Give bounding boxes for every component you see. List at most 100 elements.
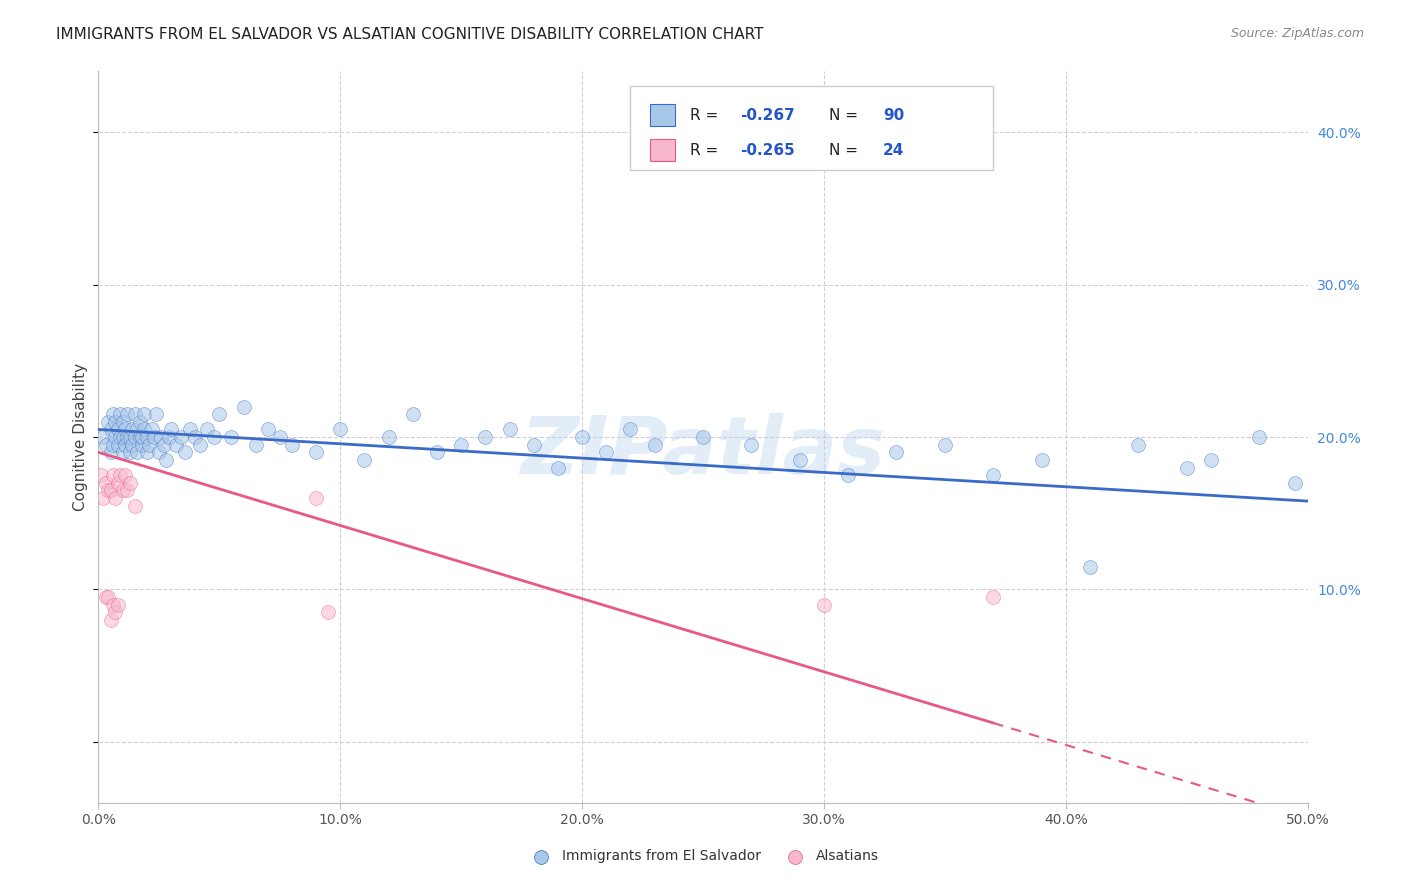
Point	[138, 438, 160, 452]
Text: ZIPatlas: ZIPatlas	[520, 413, 886, 491]
Point	[256, 422, 278, 436]
Point	[174, 445, 197, 459]
Text: N =: N =	[828, 108, 863, 123]
Point	[619, 422, 641, 436]
Point	[934, 438, 956, 452]
Point	[135, 430, 157, 444]
Point	[100, 445, 122, 459]
FancyBboxPatch shape	[630, 86, 993, 170]
Point	[353, 453, 375, 467]
Point	[232, 400, 254, 414]
Point	[107, 422, 129, 436]
Point	[108, 468, 131, 483]
Point	[127, 445, 149, 459]
Point	[118, 430, 141, 444]
Point	[179, 422, 201, 436]
Point	[143, 430, 166, 444]
Point	[644, 438, 666, 452]
Point	[124, 407, 146, 421]
Point	[523, 438, 546, 452]
Point	[108, 430, 131, 444]
Point	[281, 438, 304, 452]
Point	[124, 430, 146, 444]
Point	[148, 445, 170, 459]
Point	[740, 438, 762, 452]
Text: R =: R =	[690, 108, 723, 123]
Point	[107, 438, 129, 452]
Point	[1284, 475, 1306, 490]
Point	[981, 590, 1004, 604]
Point	[1199, 453, 1222, 467]
Point	[101, 438, 124, 452]
Point	[692, 430, 714, 444]
Point	[94, 590, 117, 604]
Text: -0.267: -0.267	[741, 108, 796, 123]
Point	[128, 430, 150, 444]
Point	[150, 430, 173, 444]
Point	[121, 422, 143, 436]
Point	[595, 445, 617, 459]
Bar	[650, 104, 675, 127]
Point	[169, 430, 191, 444]
Point	[208, 407, 231, 421]
Point	[195, 422, 218, 436]
Point	[474, 430, 496, 444]
Point	[402, 407, 425, 421]
Point	[426, 445, 449, 459]
Point	[100, 422, 122, 436]
Y-axis label: Cognitive Disability: Cognitive Disability	[73, 363, 89, 511]
Text: 90: 90	[883, 108, 904, 123]
Point	[135, 445, 157, 459]
Point	[97, 590, 120, 604]
Point	[94, 475, 117, 490]
Point	[111, 430, 134, 444]
Point	[101, 598, 124, 612]
Point	[100, 613, 122, 627]
Text: IMMIGRANTS FROM EL SALVADOR VS ALSATIAN COGNITIVE DISABILITY CORRELATION CHART: IMMIGRANTS FROM EL SALVADOR VS ALSATIAN …	[56, 27, 763, 42]
Point	[104, 415, 127, 429]
Point	[157, 430, 180, 444]
Point	[813, 598, 835, 612]
Point	[97, 483, 120, 498]
Point	[128, 415, 150, 429]
Point	[121, 438, 143, 452]
Point	[184, 430, 207, 444]
Point	[498, 422, 520, 436]
Point	[131, 430, 153, 444]
Point	[131, 438, 153, 452]
Text: 24: 24	[883, 143, 904, 158]
Point	[145, 407, 167, 421]
Point	[316, 605, 339, 619]
Point	[329, 422, 352, 436]
Text: R =: R =	[690, 143, 723, 158]
Point	[547, 460, 569, 475]
Point	[134, 422, 156, 436]
Point	[114, 468, 136, 483]
Point	[155, 453, 177, 467]
Point	[127, 422, 149, 436]
Bar	[650, 139, 675, 161]
Point	[134, 407, 156, 421]
Point	[108, 407, 131, 421]
Point	[1175, 460, 1198, 475]
Point	[886, 445, 908, 459]
Point	[188, 438, 211, 452]
Point	[1249, 430, 1271, 444]
Point	[118, 475, 141, 490]
Point	[111, 483, 134, 498]
Point	[100, 483, 122, 498]
Point	[117, 430, 139, 444]
Point	[101, 407, 124, 421]
Point	[1128, 438, 1150, 452]
Point	[124, 499, 146, 513]
Point	[91, 491, 114, 505]
Point	[305, 445, 328, 459]
Point	[104, 430, 127, 444]
Point	[160, 422, 183, 436]
Point	[450, 438, 472, 452]
Point	[117, 483, 139, 498]
Point	[152, 438, 174, 452]
Point	[269, 430, 291, 444]
Point	[114, 422, 136, 436]
Point	[94, 438, 117, 452]
